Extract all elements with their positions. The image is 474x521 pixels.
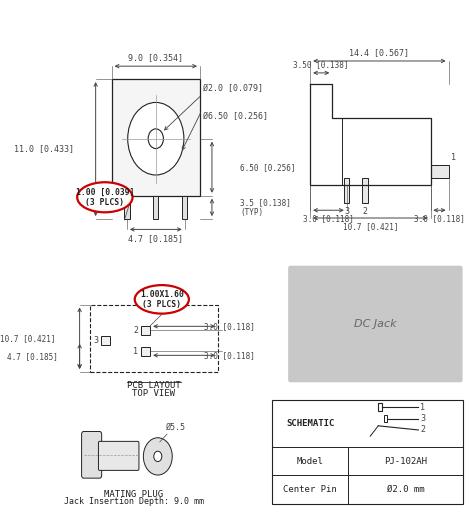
Text: 3.5 [0.138]
(TYP): 3.5 [0.138] (TYP) xyxy=(240,197,291,217)
Bar xyxy=(384,415,387,421)
Text: 3.50 [0.138]: 3.50 [0.138] xyxy=(293,60,349,69)
Bar xyxy=(430,165,448,178)
Text: 3: 3 xyxy=(344,207,349,216)
Text: 6.50 [0.256]: 6.50 [0.256] xyxy=(240,163,295,172)
Text: 2: 2 xyxy=(362,207,367,216)
Text: PCB LAYOUT: PCB LAYOUT xyxy=(127,381,181,390)
Text: 1.00X1.60: 1.00X1.60 xyxy=(140,290,184,299)
Text: 11.0 [0.433]: 11.0 [0.433] xyxy=(14,145,73,154)
Bar xyxy=(124,196,129,219)
Ellipse shape xyxy=(135,285,189,314)
Text: 4.7 [0.185]: 4.7 [0.185] xyxy=(7,352,57,361)
Text: 2: 2 xyxy=(133,326,138,335)
Ellipse shape xyxy=(77,182,133,212)
Text: 1: 1 xyxy=(451,153,456,162)
FancyBboxPatch shape xyxy=(99,441,139,470)
Circle shape xyxy=(143,438,172,475)
Text: SCHEMATIC: SCHEMATIC xyxy=(286,419,334,428)
FancyBboxPatch shape xyxy=(82,431,101,478)
Bar xyxy=(141,346,150,356)
Text: PJ-102AH: PJ-102AH xyxy=(384,456,427,466)
Text: (3 PLCS): (3 PLCS) xyxy=(142,300,182,309)
Text: Ø5.5: Ø5.5 xyxy=(166,423,186,431)
Text: 3.0 [0.118]: 3.0 [0.118] xyxy=(204,322,255,331)
Bar xyxy=(362,178,367,204)
Text: 3.0 [0.118]: 3.0 [0.118] xyxy=(414,214,465,224)
Text: 10.7 [0.421]: 10.7 [0.421] xyxy=(0,334,55,343)
Text: 1: 1 xyxy=(420,403,425,412)
Text: 9.0 [0.354]: 9.0 [0.354] xyxy=(128,53,183,62)
Circle shape xyxy=(128,103,184,175)
Text: 3: 3 xyxy=(420,414,425,423)
Text: 2: 2 xyxy=(420,426,425,435)
Text: TOP VIEW: TOP VIEW xyxy=(132,389,175,398)
Text: 14.4 [0.567]: 14.4 [0.567] xyxy=(349,48,410,57)
Text: 4.7 [0.185]: 4.7 [0.185] xyxy=(128,234,183,244)
Text: 3.0 [0.118]: 3.0 [0.118] xyxy=(204,351,255,360)
Bar xyxy=(112,79,200,196)
Text: 1.00 [0.039]: 1.00 [0.039] xyxy=(76,188,134,197)
Circle shape xyxy=(154,451,162,462)
Bar xyxy=(344,178,349,204)
Bar xyxy=(141,326,150,335)
Bar xyxy=(272,401,463,504)
Text: 10.7 [0.421]: 10.7 [0.421] xyxy=(343,222,398,231)
Text: 3.0 [0.118]: 3.0 [0.118] xyxy=(303,214,354,224)
Text: 1: 1 xyxy=(133,346,138,356)
Text: MATING PLUG: MATING PLUG xyxy=(104,490,164,499)
Text: Model: Model xyxy=(297,456,324,466)
FancyBboxPatch shape xyxy=(288,266,463,382)
Text: 3: 3 xyxy=(93,337,98,345)
Bar xyxy=(101,336,110,345)
Text: Ø6.50 [0.256]: Ø6.50 [0.256] xyxy=(203,112,268,121)
Text: Ø2.0 [0.079]: Ø2.0 [0.079] xyxy=(203,84,263,93)
Text: DC Jack: DC Jack xyxy=(354,319,396,329)
Circle shape xyxy=(148,129,164,148)
Bar xyxy=(182,196,187,219)
Text: (3 PLCS): (3 PLCS) xyxy=(85,198,124,207)
Bar xyxy=(153,196,158,219)
Text: Ø2.0 mm: Ø2.0 mm xyxy=(387,485,424,494)
Text: Center Pin: Center Pin xyxy=(283,485,337,494)
Bar xyxy=(378,403,382,411)
Text: Jack Insertion Depth: 9.0 mm: Jack Insertion Depth: 9.0 mm xyxy=(64,498,204,506)
Bar xyxy=(90,305,218,372)
